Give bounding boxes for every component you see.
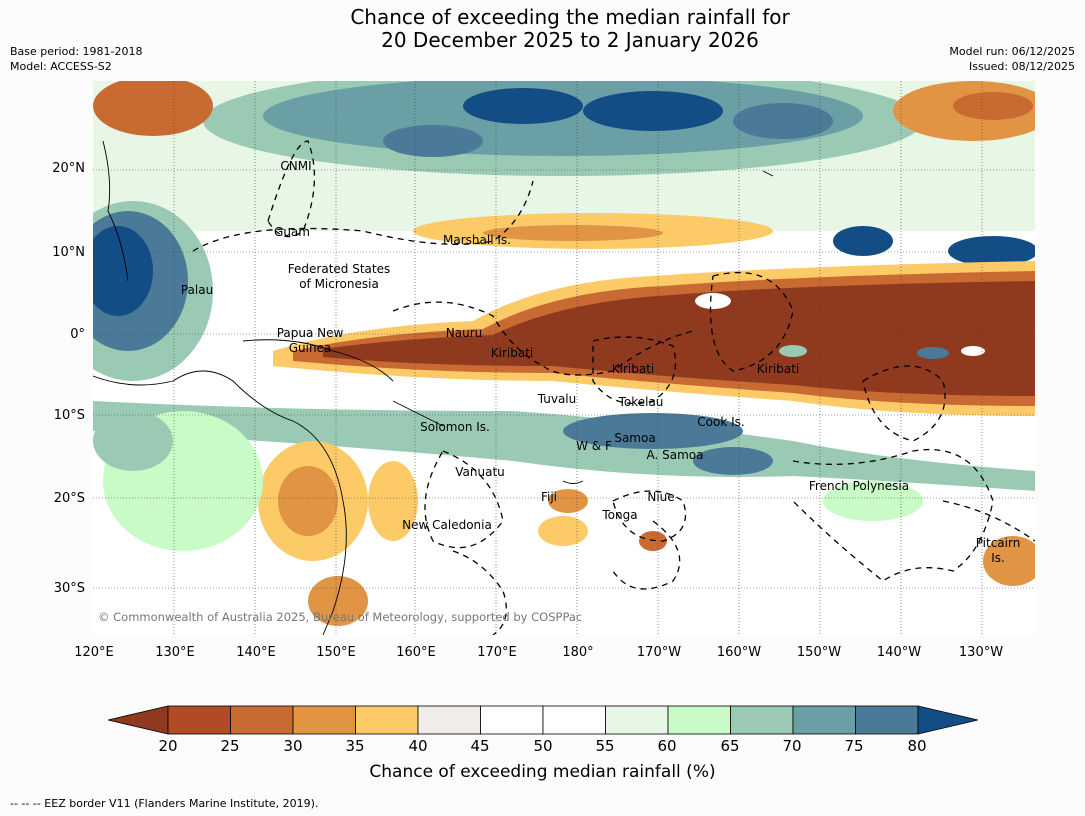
eez-footnote: -- -- -- EEZ border V11 (Flanders Marine…	[10, 797, 319, 810]
colorbar-segment	[230, 705, 294, 735]
region-label-pitcairn-1: Pitcairn	[975, 536, 1021, 550]
region-label-fiji: Fiji	[540, 490, 558, 504]
colorbar-segment	[792, 705, 856, 735]
colorbar-tick-60: 60	[657, 737, 677, 755]
region-label-cnmi: CNMI	[280, 159, 312, 173]
lat-label-10n: 10°N	[52, 245, 85, 260]
colorbar-tick-20: 20	[158, 737, 178, 755]
region-label-samoa: Samoa	[614, 431, 656, 445]
region-label-palau: Palau	[180, 283, 214, 297]
lat-label-0: 0°	[70, 327, 85, 342]
map-title: Chance of exceeding the median rainfall …	[0, 6, 1085, 52]
region-label-tuvalu: Tuvalu	[537, 392, 577, 406]
colorbar-tick-65: 65	[720, 737, 740, 755]
lon-label-150e: 150°E	[316, 645, 356, 660]
lon-label-160w: 160°W	[716, 645, 762, 660]
colorbar-tick-30: 30	[283, 737, 303, 755]
colorbar	[108, 705, 978, 735]
lon-label-140w: 140°W	[876, 645, 922, 660]
lat-label-30s: 30°S	[53, 581, 85, 596]
lon-label-160e: 160°E	[396, 645, 436, 660]
colorbar-segment	[292, 705, 356, 735]
region-label-vanuatu: Vanuatu	[455, 465, 505, 479]
base-period: Base period: 1981-2018	[10, 45, 143, 58]
region-label-png-2: Guinea	[288, 341, 332, 355]
region-label-pitcairn-2: Is.	[991, 551, 1005, 565]
lon-label-170e: 170°E	[477, 645, 517, 660]
colorbar-segment	[167, 705, 231, 735]
lon-label-180: 180°	[562, 645, 594, 660]
region-label-fsm-1: Federated States	[287, 262, 391, 276]
region-label-kiribati-west: Kiribati	[490, 346, 534, 360]
rainfall-map	[93, 81, 1035, 635]
colorbar-segment	[667, 705, 731, 735]
colorbar-segment	[542, 705, 606, 735]
colorbar-segment	[417, 705, 481, 735]
region-label-fsm-2: of Micronesia	[299, 277, 379, 291]
lon-label-170w: 170°W	[636, 645, 682, 660]
lon-label-140e: 140°E	[236, 645, 276, 660]
lon-label-120e: 120°E	[74, 645, 114, 660]
region-label-kiribati-central: Kiribati	[611, 362, 655, 376]
title-line-1: Chance of exceeding the median rainfall …	[350, 5, 790, 29]
model-run: Model run: 06/12/2025	[949, 45, 1075, 58]
region-label-cook: Cook Is.	[697, 415, 745, 429]
lat-label-20n: 20°N	[52, 161, 85, 176]
region-label-wallis-futuna: W & F	[576, 439, 612, 453]
issued-date: Issued: 08/12/2025	[968, 60, 1075, 73]
colorbar-tick-25: 25	[220, 737, 240, 755]
region-label-nauru: Nauru	[445, 326, 483, 340]
copyright-text: © Commonwealth of Australia 2025, Bureau…	[98, 610, 583, 624]
region-label-png-1: Papua New	[276, 326, 344, 340]
colorbar-tick-45: 45	[470, 737, 490, 755]
colorbar-tick-70: 70	[782, 737, 802, 755]
lat-label-10s: 10°S	[53, 408, 85, 423]
lon-label-130e: 130°E	[155, 645, 195, 660]
colorbar-segment	[605, 705, 669, 735]
colorbar-tick-40: 40	[408, 737, 428, 755]
region-label-tonga: Tonga	[602, 508, 638, 522]
colorbar-label: Chance of exceeding median rainfall (%)	[369, 762, 716, 782]
colorbar-tick-50: 50	[533, 737, 553, 755]
colorbar-segment	[355, 705, 419, 735]
lon-label-150w: 150°W	[796, 645, 842, 660]
region-label-french-polynesia: French Polynesia	[808, 479, 910, 493]
region-label-tokelau: Tokelau	[618, 395, 664, 409]
colorbar-extend-low	[108, 705, 169, 735]
lat-label-20s: 20°S	[53, 491, 85, 506]
meta-right: Model run: 06/12/2025 Issued: 08/12/2025	[949, 44, 1075, 74]
region-label-american-samoa: A. Samoa	[646, 448, 704, 462]
model-name: Model: ACCESS-S2	[10, 60, 112, 73]
region-label-kiribati-east: Kiribati	[756, 362, 800, 376]
colorbar-segment	[480, 705, 544, 735]
region-label-niue: Niue	[647, 490, 675, 504]
map-panel	[93, 81, 1035, 635]
lon-label-130w: 130°W	[958, 645, 1004, 660]
colorbar-segment	[855, 705, 919, 735]
region-label-marshall: Marshall Is.	[443, 233, 511, 247]
colorbar-tick-55: 55	[595, 737, 615, 755]
region-label-new-caledonia: New Caledonia	[402, 518, 492, 532]
region-label-solomon: Solomon Is.	[420, 420, 490, 434]
region-label-guam: Guam	[274, 225, 310, 239]
colorbar-tick-75: 75	[844, 737, 864, 755]
colorbar-segment	[730, 705, 794, 735]
colorbar-extend-high	[917, 705, 978, 735]
colorbar-tick-35: 35	[345, 737, 365, 755]
meta-left: Base period: 1981-2018 Model: ACCESS-S2	[10, 44, 142, 74]
title-line-2: 20 December 2025 to 2 January 2026	[381, 28, 759, 52]
colorbar-tick-80: 80	[907, 737, 927, 755]
